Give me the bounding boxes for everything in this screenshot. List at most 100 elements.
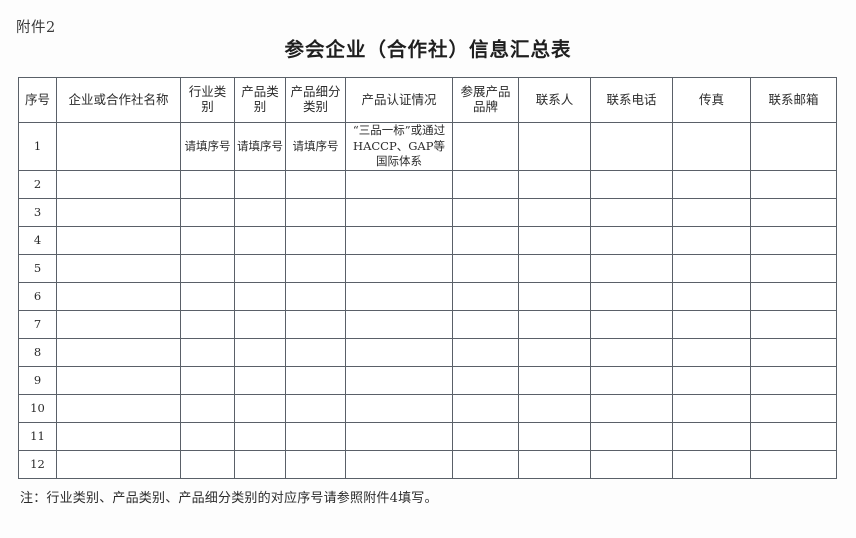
subcategory-cell[interactable] [285,169,346,199]
certification-cell[interactable] [345,253,453,283]
email-cell[interactable] [750,281,837,311]
contact-cell[interactable] [518,197,591,227]
industry-cell[interactable] [180,253,235,283]
contact-cell[interactable] [518,393,591,423]
subcategory-cell[interactable] [285,253,346,283]
brand-cell[interactable] [452,169,519,199]
product-cell[interactable] [234,337,286,367]
product-cell[interactable] [234,225,286,255]
industry-cell[interactable]: 请填序号 [180,122,235,171]
email-cell[interactable] [750,253,837,283]
product-cell[interactable] [234,309,286,339]
product-cell[interactable] [234,365,286,395]
brand-cell[interactable] [452,421,519,451]
fax-cell[interactable] [672,393,751,423]
phone-cell[interactable] [590,449,673,479]
fax-cell[interactable] [672,281,751,311]
phone-cell[interactable] [590,197,673,227]
product-cell[interactable] [234,393,286,423]
phone-cell[interactable] [590,253,673,283]
product-cell[interactable] [234,169,286,199]
brand-cell[interactable] [452,122,519,171]
contact-cell[interactable] [518,365,591,395]
brand-cell[interactable] [452,393,519,423]
fax-cell[interactable] [672,337,751,367]
contact-cell[interactable] [518,449,591,479]
certification-cell[interactable]: “三品一标”或通过HACCP、GAP等国际体系 [345,122,453,171]
subcategory-cell[interactable]: 请填序号 [285,122,346,171]
email-cell[interactable] [750,365,837,395]
fax-cell[interactable] [672,122,751,171]
certification-cell[interactable] [345,393,453,423]
phone-cell[interactable] [590,337,673,367]
row-index-cell[interactable]: 8 [18,337,57,367]
contact-cell[interactable] [518,225,591,255]
contact-cell[interactable] [518,421,591,451]
email-cell[interactable] [750,449,837,479]
certification-cell[interactable] [345,365,453,395]
email-cell[interactable] [750,169,837,199]
brand-cell[interactable] [452,253,519,283]
product-cell[interactable] [234,281,286,311]
row-index-cell[interactable]: 11 [18,421,57,451]
fax-cell[interactable] [672,253,751,283]
company-name-cell[interactable] [56,393,181,423]
company-name-cell[interactable] [56,421,181,451]
product-cell[interactable] [234,421,286,451]
industry-cell[interactable] [180,337,235,367]
fax-cell[interactable] [672,365,751,395]
certification-cell[interactable] [345,421,453,451]
phone-cell[interactable] [590,281,673,311]
company-name-cell[interactable] [56,337,181,367]
row-index-cell[interactable]: 4 [18,225,57,255]
email-cell[interactable] [750,393,837,423]
brand-cell[interactable] [452,365,519,395]
product-cell[interactable] [234,197,286,227]
industry-cell[interactable] [180,393,235,423]
subcategory-cell[interactable] [285,197,346,227]
phone-cell[interactable] [590,225,673,255]
email-cell[interactable] [750,197,837,227]
company-name-cell[interactable] [56,253,181,283]
company-name-cell[interactable] [56,169,181,199]
subcategory-cell[interactable] [285,309,346,339]
email-cell[interactable] [750,421,837,451]
brand-cell[interactable] [452,197,519,227]
row-index-cell[interactable]: 2 [18,169,57,199]
email-cell[interactable] [750,337,837,367]
industry-cell[interactable] [180,281,235,311]
phone-cell[interactable] [590,393,673,423]
fax-cell[interactable] [672,225,751,255]
row-index-cell[interactable]: 5 [18,253,57,283]
certification-cell[interactable] [345,225,453,255]
certification-cell[interactable] [345,337,453,367]
row-index-cell[interactable]: 6 [18,281,57,311]
company-name-cell[interactable] [56,281,181,311]
phone-cell[interactable] [590,309,673,339]
email-cell[interactable] [750,309,837,339]
contact-cell[interactable] [518,169,591,199]
row-index-cell[interactable]: 1 [18,122,57,171]
subcategory-cell[interactable] [285,337,346,367]
fax-cell[interactable] [672,449,751,479]
certification-cell[interactable] [345,449,453,479]
industry-cell[interactable] [180,197,235,227]
row-index-cell[interactable]: 3 [18,197,57,227]
contact-cell[interactable] [518,253,591,283]
brand-cell[interactable] [452,337,519,367]
industry-cell[interactable] [180,365,235,395]
certification-cell[interactable] [345,281,453,311]
contact-cell[interactable] [518,281,591,311]
subcategory-cell[interactable] [285,449,346,479]
row-index-cell[interactable]: 9 [18,365,57,395]
fax-cell[interactable] [672,421,751,451]
product-cell[interactable] [234,449,286,479]
industry-cell[interactable] [180,449,235,479]
subcategory-cell[interactable] [285,281,346,311]
email-cell[interactable] [750,225,837,255]
brand-cell[interactable] [452,309,519,339]
subcategory-cell[interactable] [285,365,346,395]
certification-cell[interactable] [345,169,453,199]
phone-cell[interactable] [590,169,673,199]
brand-cell[interactable] [452,225,519,255]
